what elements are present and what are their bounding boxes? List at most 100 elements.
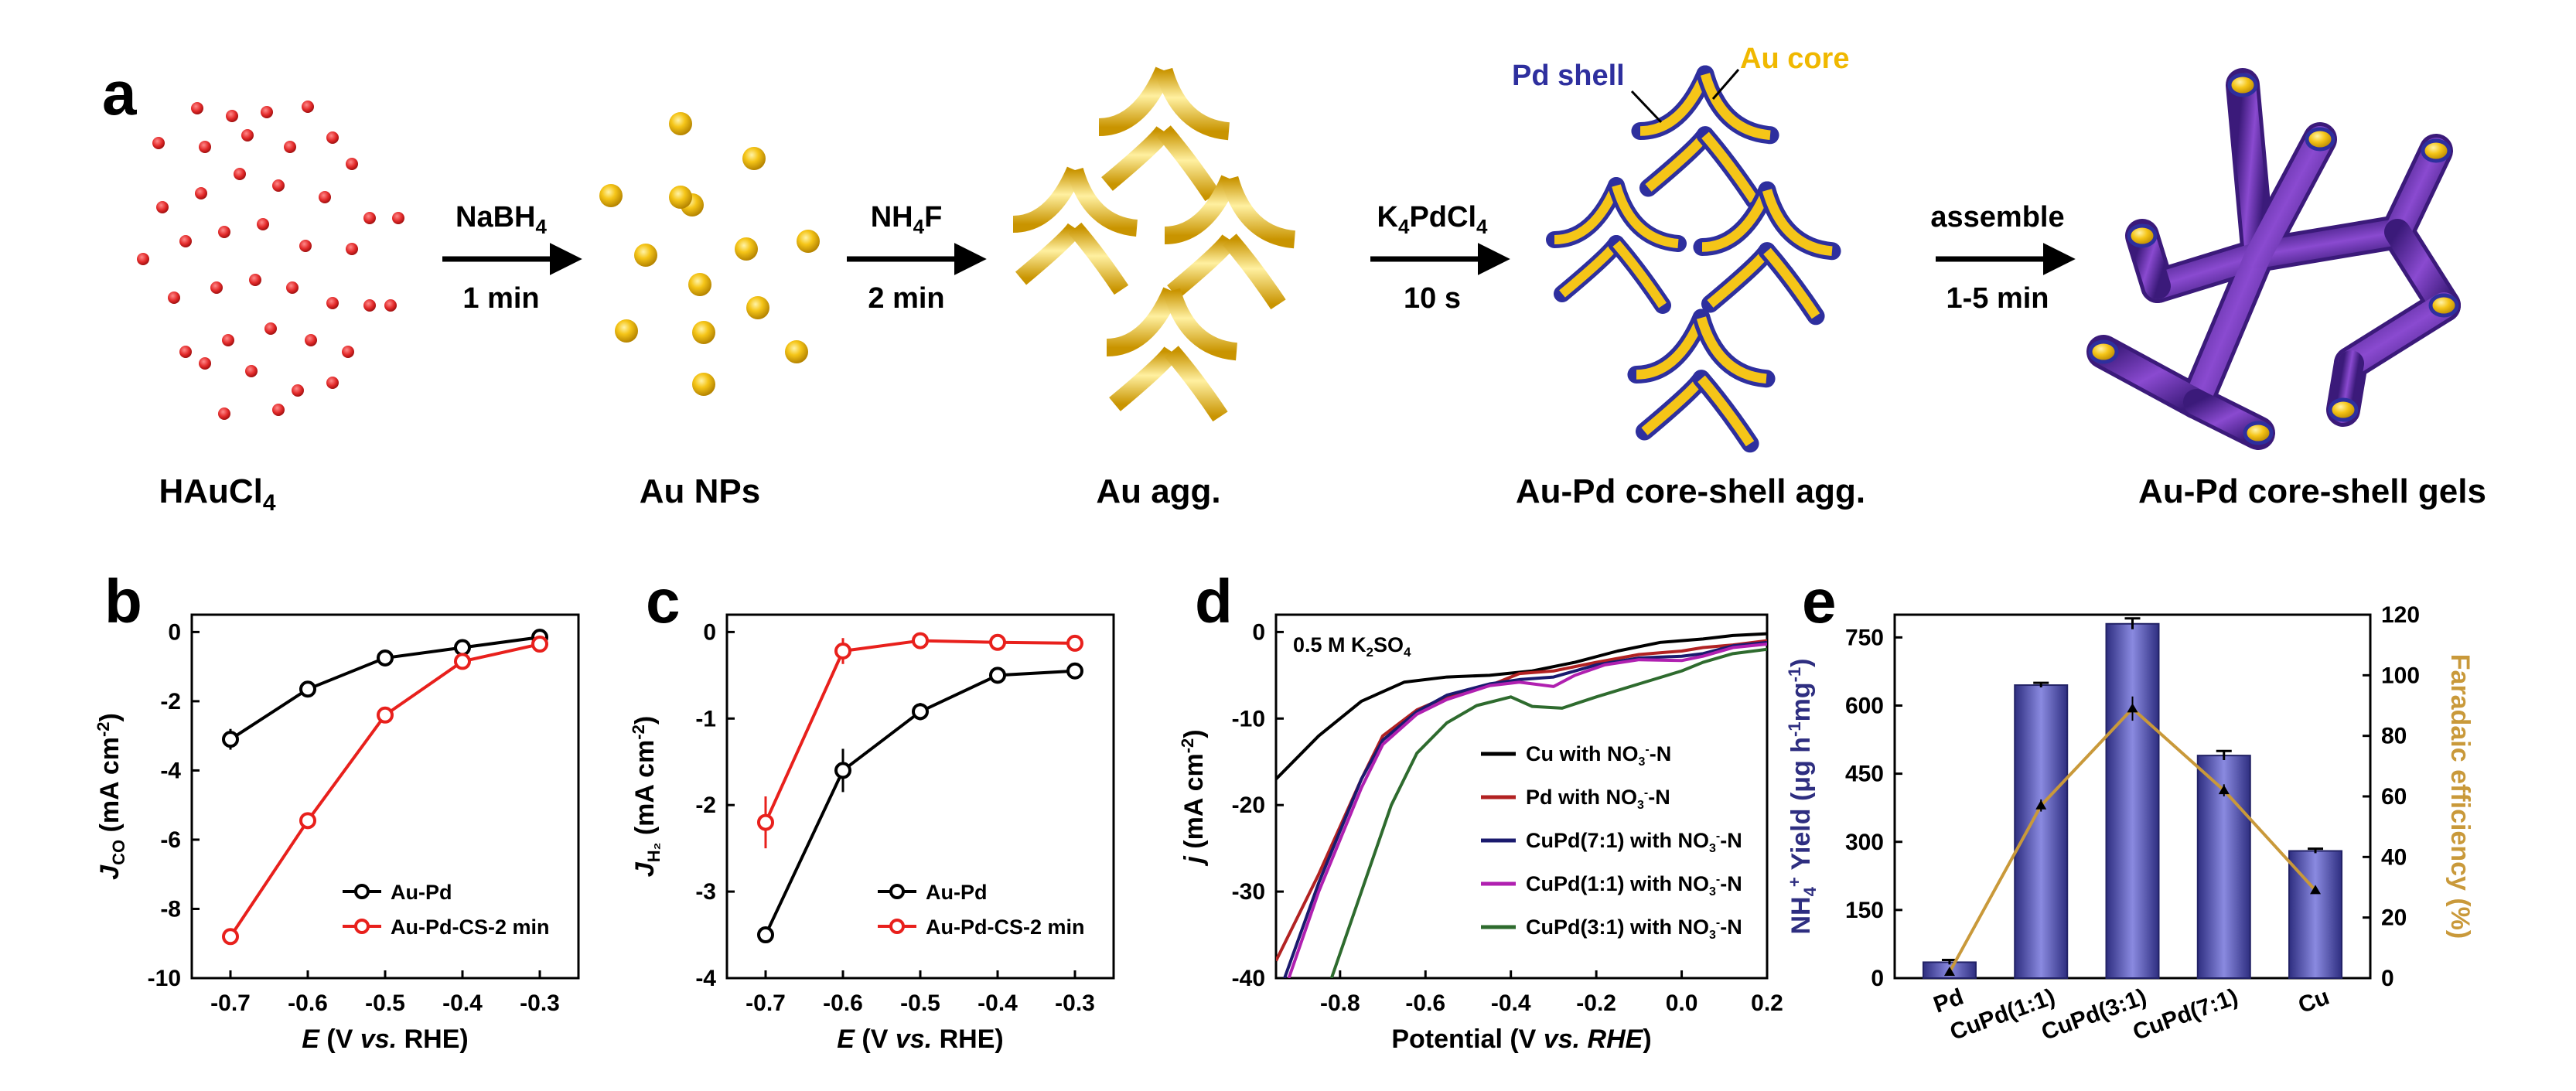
precursor-dot <box>210 281 223 294</box>
series-curve <box>1287 643 1767 978</box>
y-axis-label: NH4+ Yield (μg h-1mg-1) <box>1785 658 1820 934</box>
gel-strand <box>2245 126 2333 268</box>
data-point <box>1066 662 1083 680</box>
au-core-annotation: Au core <box>1740 43 1849 75</box>
au-core-arm <box>1696 316 1767 384</box>
precursor-dot <box>264 322 277 335</box>
au-nanoparticle <box>669 186 692 209</box>
panel-a: a HAuCl4 NaBH4 1 min Au NPs NH4F 2 min A… <box>102 43 2486 516</box>
x-axis-label: Potential (V vs. RHE) <box>1391 1025 1651 1054</box>
au-aggregate <box>1012 166 1138 295</box>
data-point <box>531 636 548 653</box>
precursor-dot <box>305 334 317 346</box>
y-tick-label: -4 <box>695 966 716 991</box>
au-core-arm <box>1162 288 1238 361</box>
au-nanoparticle <box>688 273 711 296</box>
core-shell-aggregates <box>1546 65 1841 453</box>
precursor-dot <box>342 346 354 358</box>
data-point <box>222 928 239 946</box>
data-point <box>222 731 239 748</box>
data-point <box>454 653 471 670</box>
panel-b-chart: -0.7 -0.6 -0.5 -0.4 -0.3 0 -2 -4 -6 -8 -10 E (V vs.… <box>94 613 580 1054</box>
panel-label-e: e <box>1802 567 1837 636</box>
panel-label-b: b <box>104 567 142 636</box>
precursor-dot <box>152 137 165 149</box>
legend-label: CuPd(7:1) with NO3--N <box>1526 829 1742 855</box>
fe-marker <box>2127 703 2138 713</box>
au-aggregate <box>1164 175 1296 310</box>
arrow-4-reagent: assemble <box>1930 201 2064 234</box>
au-core-arm <box>1641 376 1706 435</box>
arrow-2: NH4F 2 min <box>847 201 987 315</box>
au-nanoparticle <box>735 237 758 261</box>
precursor-dot <box>234 168 246 180</box>
gel-strand <box>2384 138 2449 245</box>
x-tick-label: 0.2 <box>1751 990 1783 1016</box>
au-core-arm <box>1763 247 1820 319</box>
series-curve <box>1329 647 1767 978</box>
au-core-arm <box>1612 184 1679 248</box>
precursor-dot <box>218 407 230 420</box>
core-shell-gel <box>2086 68 2461 450</box>
x-tick-label: -0.5 <box>900 990 940 1016</box>
y-tick-label: -10 <box>1232 706 1265 731</box>
au-nanoparticle <box>742 147 766 170</box>
au-core-arm <box>1612 240 1667 309</box>
x-tick-label: -0.7 <box>210 990 251 1016</box>
au-core-arm <box>1223 234 1286 310</box>
x-tick-label: -0.4 <box>978 990 1018 1016</box>
y-tick-label: -2 <box>695 793 716 818</box>
precursor-dot <box>222 334 234 346</box>
precursor-dot <box>257 218 269 230</box>
precursor-dot <box>137 253 149 265</box>
gel-strand <box>2144 242 2271 299</box>
category-label: CuPd(3:1) <box>2038 984 2149 1045</box>
au-aggregates <box>1012 66 1296 422</box>
fe-marker <box>2035 799 2047 810</box>
x-tick-label: -0.6 <box>288 990 328 1016</box>
legend-marker <box>889 884 905 899</box>
gel-strand <box>2384 219 2457 319</box>
precursor-dot <box>249 274 261 286</box>
x-axis-label: E (V vs. RHE) <box>302 1025 468 1054</box>
au-core-arm <box>1701 188 1772 252</box>
precursor-dot <box>241 129 254 141</box>
x-tick-label: -0.4 <box>442 990 483 1016</box>
core-shell-aggregate <box>1631 65 1779 210</box>
au-nanoparticle <box>634 244 657 267</box>
legend-marker <box>354 919 370 934</box>
arrow-3: K4PdCl4 10 s <box>1370 201 1510 315</box>
y-tick-label: -8 <box>160 896 181 922</box>
y-axis-label: JCO (mA cm-2) <box>94 713 128 880</box>
y-axis-label: j (mA cm-2) <box>1178 729 1209 866</box>
y-tick-label: 750 <box>1845 625 1884 650</box>
stage-label-au-agg: Au agg. <box>1096 472 1220 510</box>
gel-strand <box>2338 292 2457 377</box>
x-tick-label: -0.3 <box>1055 990 1095 1016</box>
precursor-dot <box>319 191 331 203</box>
au-nanoparticle <box>692 373 715 396</box>
x-tick-label: -0.6 <box>1405 990 1445 1016</box>
category-label: CuPd(1:1) <box>1947 984 2058 1045</box>
arrow-1: NaBH4 1 min <box>442 201 582 315</box>
y-tick-label: 600 <box>1845 694 1884 719</box>
au-core-arm <box>1109 346 1179 411</box>
au-nanoparticle <box>669 112 692 135</box>
au-nanoparticles <box>599 112 820 396</box>
gel-strand <box>2230 72 2271 268</box>
au-core-arm <box>1220 176 1296 249</box>
x-axis-label: E (V vs. RHE) <box>837 1025 1003 1054</box>
x-tick-label: -0.6 <box>823 990 863 1016</box>
x-tick-label: -0.5 <box>365 990 405 1016</box>
pd-shell-pointer <box>1630 90 1663 124</box>
legend-label: CuPd(3:1) with NO3--N <box>1526 915 1742 942</box>
gel-core-end <box>2243 421 2274 445</box>
precursor-dot <box>218 226 230 238</box>
precursor-dot <box>346 243 358 255</box>
data-point <box>989 667 1006 684</box>
au-core-arm <box>1707 248 1772 308</box>
au-core-arm <box>1066 167 1138 237</box>
x-tick-label: -0.2 <box>1576 990 1616 1016</box>
x-tick-label: -0.8 <box>1320 990 1360 1016</box>
